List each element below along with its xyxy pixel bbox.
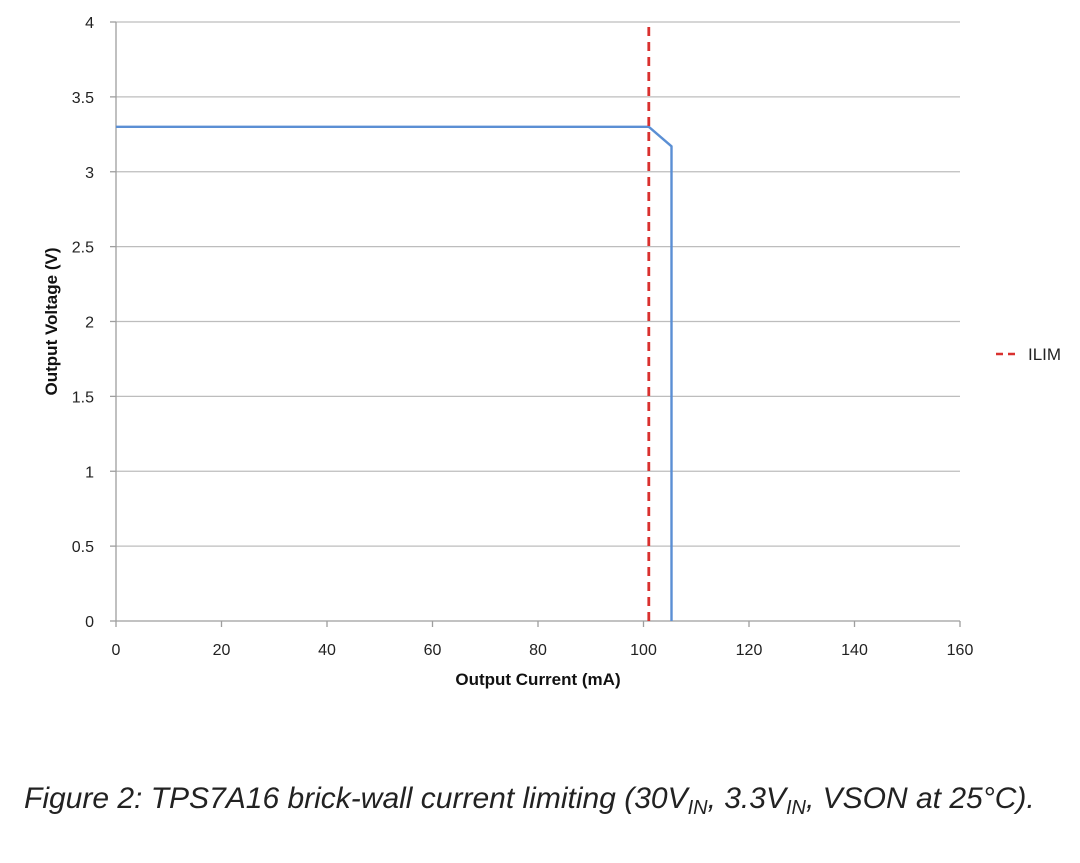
series-lines xyxy=(116,22,673,621)
x-tick-labels: 0 20 40 60 80 100 120 140 160 xyxy=(112,642,974,659)
x-axis-title: Output Current (mA) xyxy=(455,670,620,689)
y-tick-label: 1.5 xyxy=(72,389,94,406)
caption-suffix: , VSON at 25°C). xyxy=(805,782,1035,815)
x-tick-label: 0 xyxy=(112,642,121,659)
axes xyxy=(110,21,961,627)
caption-middle: , 3.3V xyxy=(707,782,786,815)
y-tick-label: 3 xyxy=(85,165,94,182)
legend: ILIM xyxy=(996,345,1061,364)
y-tick-label: 4 xyxy=(85,15,94,32)
y-tick-label: 2.5 xyxy=(72,240,94,257)
series-line-output-voltage xyxy=(116,125,673,621)
x-tick-label: 120 xyxy=(736,642,763,659)
legend-label: ILIM xyxy=(1028,345,1061,364)
y-tick-label: 1 xyxy=(85,464,94,481)
x-tick-label: 40 xyxy=(318,642,336,659)
y-tick-labels: 0 0.5 1 1.5 2 2.5 3 3.5 4 xyxy=(72,15,94,631)
y-tick-label: 0 xyxy=(85,614,94,631)
gridlines xyxy=(116,21,960,547)
x-tick-label: 80 xyxy=(529,642,547,659)
y-tick-label: 0.5 xyxy=(72,539,94,556)
x-tick-label: 20 xyxy=(213,642,231,659)
chart-area: 0 20 40 60 80 100 120 140 160 00.511.522.533.54 … xyxy=(42,15,1061,689)
x-tick-label: 140 xyxy=(841,642,868,659)
y-tick-label: 3.5 xyxy=(72,90,94,107)
y-tick-label: 2 xyxy=(85,315,94,332)
figure-caption: Figure 2: TPS7A16 brick-wall current lim… xyxy=(24,781,1064,819)
x-tick-label: 60 xyxy=(424,642,442,659)
caption-prefix: Figure 2: TPS7A16 brick-wall current lim… xyxy=(24,782,688,815)
caption-subscript-2: IN xyxy=(785,797,806,819)
y-axis-title: Output Voltage (V) xyxy=(42,248,61,396)
x-tick-label: 160 xyxy=(947,642,974,659)
x-tick-label: 100 xyxy=(630,642,657,659)
caption-subscript-1: IN xyxy=(687,797,708,819)
